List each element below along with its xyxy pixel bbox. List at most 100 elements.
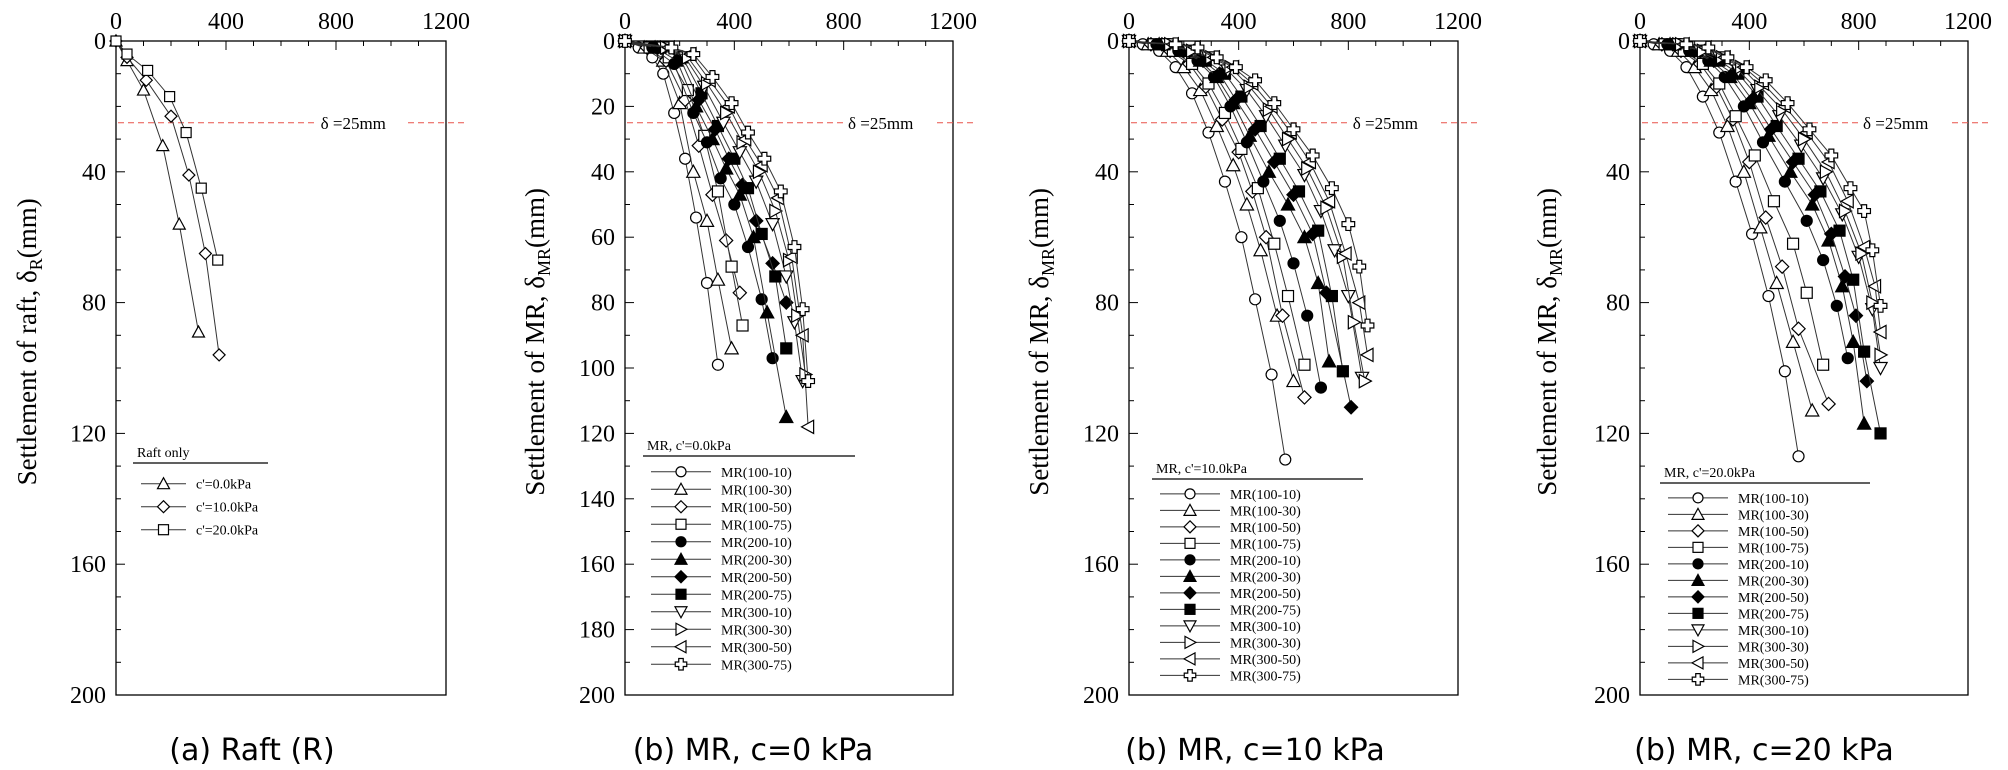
legend-marker [675, 536, 687, 548]
legend-label: MR(100-10) [721, 466, 792, 481]
data-point [1797, 131, 1812, 147]
data-point [1856, 415, 1872, 430]
y-axis-label-subscript: MR [1038, 248, 1058, 276]
series-line [1128, 40, 1294, 382]
data-point [1286, 122, 1301, 137]
data-point [1310, 275, 1326, 290]
data-point [1347, 314, 1362, 330]
data-point [1312, 224, 1325, 237]
data-point [1804, 196, 1820, 211]
data-point [679, 152, 692, 165]
threshold-label-bg [844, 113, 935, 132]
y-tick-label: 200 [1594, 683, 1630, 709]
data-point [1252, 242, 1269, 257]
data-point [1701, 40, 1716, 55]
legend-marker [673, 551, 689, 565]
data-point [1720, 50, 1735, 65]
data-point [732, 285, 748, 301]
y-axis-label-unit: (mm) [1024, 188, 1054, 248]
data-point [1679, 37, 1694, 52]
legend: Raft only c'=0.0kPa c'=10.0kPa c'=20.0kPa [133, 446, 268, 539]
legend-marker [674, 499, 688, 514]
data-point [1769, 275, 1785, 290]
data-point [1739, 60, 1754, 75]
data-point [1817, 253, 1830, 267]
legend-label: MR(200-10) [1230, 554, 1301, 569]
data-point [155, 138, 170, 152]
data-point [618, 34, 632, 48]
series-8 [1633, 34, 1887, 440]
data-point [677, 92, 693, 108]
data-point [778, 270, 794, 285]
data-point [1800, 214, 1813, 227]
data-point [1872, 361, 1889, 376]
threshold-label-bg [1348, 113, 1439, 132]
y-tick-label: 80 [82, 291, 106, 317]
data-point [769, 270, 782, 283]
data-point [1296, 229, 1313, 244]
legend-marker [674, 657, 688, 671]
series-2 [1632, 33, 1820, 417]
legend-marker [1691, 672, 1705, 686]
y-tick-label: 0 [94, 29, 106, 55]
data-point [769, 203, 784, 219]
data-point [1782, 163, 1798, 178]
data-point [1802, 122, 1817, 137]
panel-caption: (b) MR, c=0 kPa [633, 733, 874, 768]
data-point [191, 324, 206, 338]
y-tick-label: 100 [579, 356, 615, 382]
data-point [1292, 185, 1306, 198]
x-tick-label: 1200 [1944, 9, 1992, 35]
data-point [757, 151, 772, 166]
legend-marker [1182, 620, 1198, 634]
legend-label: MR(100-75) [721, 518, 792, 533]
data-point [1298, 358, 1311, 371]
data-point [139, 73, 154, 88]
legend-label: c'=20.0kPa [196, 524, 259, 539]
legend-label: MR(200-50) [1230, 587, 1301, 602]
series-4 [1633, 34, 1830, 371]
legend-label: MR(200-10) [1738, 558, 1809, 573]
series-11 [1121, 33, 1374, 363]
legend-marker [156, 499, 171, 514]
legend-label: MR(100-30) [721, 483, 792, 498]
legend: MR, c'=10.0kPa MR(100-10)MR(100-30) MR(100… [1152, 462, 1363, 684]
data-point [110, 35, 122, 47]
legend-label: MR(300-75) [721, 658, 792, 673]
legend-marker [1182, 651, 1196, 666]
data-point [1847, 273, 1860, 286]
data-point [1719, 118, 1736, 133]
x-tick-label: 0 [619, 9, 631, 35]
panel-caption: (a) Raft (R) [169, 733, 334, 768]
legend-label: MR(300-10) [1230, 620, 1301, 635]
data-point [801, 374, 816, 389]
y-tick-label: 140 [579, 487, 615, 513]
data-point [1833, 224, 1846, 237]
data-point [1762, 289, 1775, 303]
data-point [1729, 110, 1742, 123]
legend-title: MR, c'=20.0kPa [1664, 466, 1756, 481]
series-5 [1633, 34, 1854, 365]
data-point [1358, 373, 1373, 389]
data-point [720, 105, 734, 121]
y-tick-label: 180 [579, 618, 615, 644]
y-tick-label: 160 [70, 552, 106, 578]
data-point [1791, 321, 1806, 337]
data-point [1800, 286, 1813, 299]
y-tick-label: 80 [1095, 291, 1119, 317]
series-line [1639, 40, 1830, 405]
legend-marker [157, 524, 170, 536]
y-axis-label-subscript: MR [534, 248, 554, 276]
legend-label: MR(300-30) [1230, 636, 1301, 651]
x-tick-label: 400 [208, 9, 244, 35]
data-point [1841, 352, 1854, 365]
data-point [748, 213, 764, 229]
data-point [1839, 193, 1854, 209]
y-axis-label: Settlement of raft, δR(mm) [12, 198, 46, 485]
y-axis-label: Settlement of MR, δMR(mm) [1024, 188, 1058, 496]
data-point [724, 96, 739, 111]
series-10 [1122, 33, 1373, 389]
data-point [1336, 365, 1349, 378]
legend-marker [1692, 639, 1706, 654]
legend-label: MR(300-75) [1738, 673, 1809, 688]
